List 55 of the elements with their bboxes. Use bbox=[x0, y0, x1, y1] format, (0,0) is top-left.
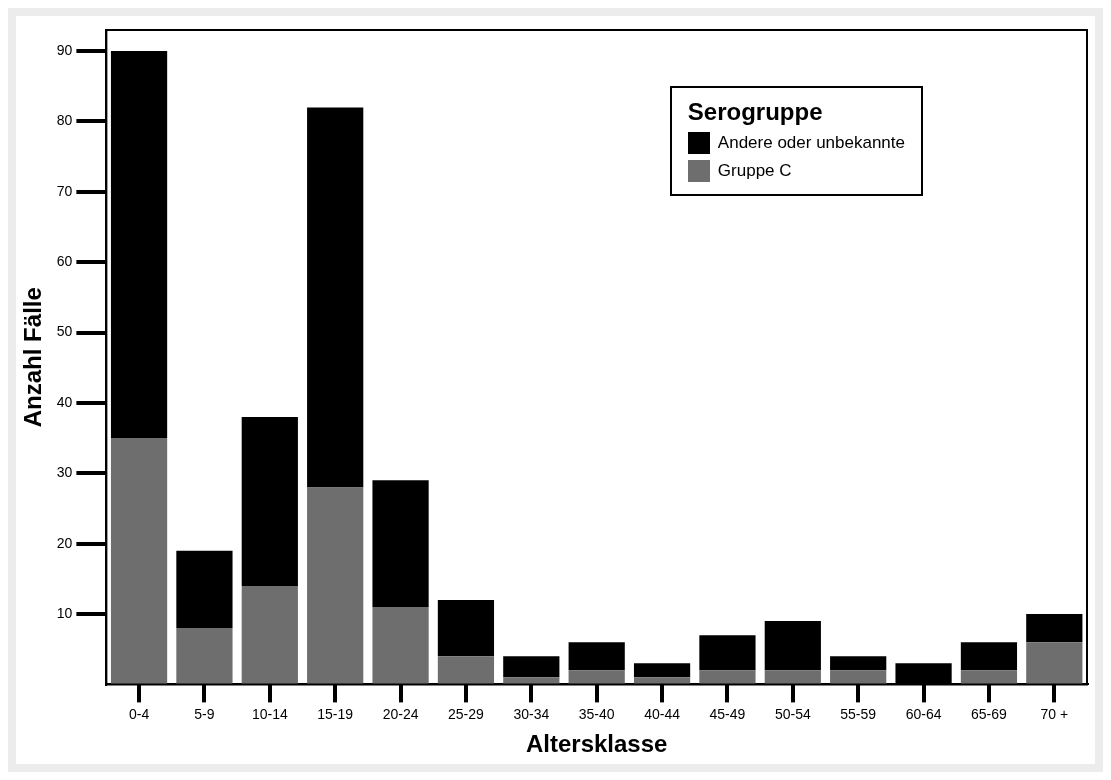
x-tick-label: 55-59 bbox=[840, 705, 877, 722]
bar bbox=[176, 550, 233, 629]
bar bbox=[372, 607, 429, 685]
bar bbox=[1026, 614, 1083, 643]
bar bbox=[110, 51, 168, 439]
bar bbox=[568, 642, 625, 671]
bar bbox=[372, 480, 429, 607]
bar bbox=[764, 670, 821, 685]
x-tick-label: 40-44 bbox=[644, 705, 681, 722]
x-tick-label: 10-14 bbox=[251, 705, 288, 722]
bar bbox=[764, 621, 821, 671]
x-tick-label: 65-69 bbox=[971, 705, 1008, 722]
y-tick-label: 20 bbox=[56, 534, 73, 551]
x-tick-label: 15-19 bbox=[317, 705, 354, 722]
legend-label: Andere oder unbekannte bbox=[717, 133, 905, 153]
bar bbox=[437, 656, 495, 685]
x-axis-title: Altersklasse bbox=[525, 730, 668, 758]
y-tick-label: 10 bbox=[56, 604, 73, 621]
bar bbox=[699, 635, 756, 671]
y-tick-label: 30 bbox=[56, 464, 73, 481]
x-tick-label: 70 + bbox=[1040, 705, 1069, 722]
bar bbox=[307, 107, 364, 488]
y-tick-label: 80 bbox=[56, 112, 73, 129]
x-tick-label: 35-40 bbox=[578, 705, 615, 722]
x-tick-label: 5-9 bbox=[194, 705, 215, 722]
bar bbox=[960, 670, 1018, 685]
bar bbox=[830, 656, 887, 671]
y-tick-label: 60 bbox=[56, 253, 73, 270]
x-tick-label: 20-24 bbox=[382, 705, 419, 722]
y-tick-label: 50 bbox=[56, 323, 73, 340]
x-tick-label: 0-4 bbox=[128, 705, 150, 722]
bar bbox=[633, 663, 691, 678]
x-tick-label: 45-49 bbox=[709, 705, 746, 722]
legend-label: Gruppe C bbox=[717, 161, 792, 181]
bar bbox=[503, 656, 560, 678]
bar bbox=[241, 417, 298, 586]
bar bbox=[568, 670, 625, 685]
y-tick-label: 70 bbox=[56, 182, 73, 199]
legend-title: Serogruppe bbox=[687, 98, 824, 126]
bar bbox=[1026, 642, 1083, 685]
x-tick-label: 60-64 bbox=[905, 705, 942, 722]
x-tick-label: 25-29 bbox=[448, 705, 485, 722]
y-tick-label: 90 bbox=[56, 41, 73, 58]
bar bbox=[241, 585, 298, 685]
y-axis-title: Anzahl Fälle bbox=[19, 287, 47, 428]
bar bbox=[176, 628, 233, 685]
x-tick-label: 30-34 bbox=[513, 705, 550, 722]
y-tick-label: 40 bbox=[56, 393, 73, 410]
x-tick-label: 50-54 bbox=[774, 705, 811, 722]
bar bbox=[960, 642, 1018, 671]
bar bbox=[830, 670, 887, 685]
bar bbox=[307, 487, 364, 685]
bar bbox=[110, 438, 168, 685]
bar bbox=[437, 599, 495, 657]
bar bbox=[699, 670, 756, 685]
